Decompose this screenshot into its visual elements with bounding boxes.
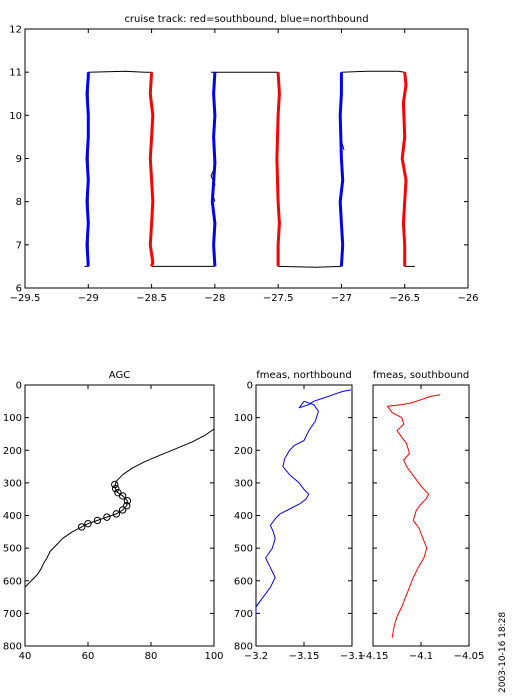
- fmeas_north-series-line: [256, 389, 352, 614]
- track-ytick-label: 10: [9, 111, 22, 122]
- agc-ytick-label: 700: [3, 609, 22, 620]
- track-title: cruise track: red=southbound, blue=north…: [124, 14, 368, 25]
- fmeas_south-title: fmeas, southbound: [373, 370, 470, 381]
- fmeas_south-axes: fmeas, southbound −4.15 −4.1 −4.05: [358, 370, 485, 662]
- agc-ytick-label: 400: [3, 511, 22, 522]
- fmeas_north-ytick-label: 100: [234, 413, 253, 424]
- track-series-line: [278, 265, 342, 268]
- fmeas_south-plot-area: [386, 394, 441, 638]
- track-plot-area: [84, 70, 415, 268]
- agc-marker: [112, 485, 120, 493]
- fmeas_south-xtick-label: −4.1: [409, 651, 433, 662]
- agc-ytick-label: 500: [3, 544, 22, 555]
- track-xtick-label: −26.5: [389, 293, 420, 304]
- fmeas_north-xtick-label: −3.2: [244, 651, 268, 662]
- fmeas_north-ytick-label: 200: [234, 446, 253, 457]
- fmeas_north-ytick-label: 500: [234, 544, 253, 555]
- agc-marker: [78, 523, 86, 531]
- track-xtick-label: −27.5: [263, 293, 294, 304]
- track-series-line: [210, 72, 217, 267]
- agc-ytick-label: 200: [3, 446, 22, 457]
- agc-plot-area: [25, 428, 214, 588]
- fmeas_north-ytick-label: 400: [234, 511, 253, 522]
- agc-marker: [84, 519, 92, 528]
- agc-series-line: [25, 428, 214, 588]
- track-xtick-label: −28: [204, 293, 225, 304]
- track-xtick-label: −29.5: [10, 293, 41, 304]
- timestamp-label: 2003-10-16 18:28: [498, 611, 508, 693]
- track-xtick-label: −29: [78, 293, 99, 304]
- agc-marker: [123, 497, 132, 505]
- agc-xtick-label: 40: [19, 651, 32, 662]
- track-xtick-label: −26: [457, 293, 478, 304]
- fmeas_north-ytick-label: 0: [247, 381, 253, 392]
- agc-marker: [118, 506, 127, 514]
- agc-ytick-label: 800: [3, 642, 22, 653]
- track-series-line: [85, 72, 90, 267]
- agc-axes: AGC 40 60 80 100 0 100 200 300 400 500 600 700 800: [3, 370, 224, 662]
- fmeas_north-axes: fmeas, northbound −3.2 −3.15 −3.1 0 100 200 300…: [234, 370, 364, 662]
- fmeas_north-frame: [255, 384, 353, 647]
- track-series-line: [400, 72, 408, 267]
- fmeas_north-ytick-label: 600: [234, 576, 253, 587]
- agc-ytick-label: 300: [3, 478, 22, 489]
- fmeas_north-plot-area: [256, 389, 352, 614]
- track-ytick-label: 6: [16, 284, 22, 295]
- track-series-line: [341, 70, 405, 73]
- fmeas_south-xtick-label: −4.05: [454, 651, 485, 662]
- track-series-line: [148, 72, 155, 267]
- track-ytick-label: 7: [16, 240, 22, 251]
- track-xtick-label: −28.5: [136, 293, 167, 304]
- agc-xtick-label: 80: [145, 651, 158, 662]
- fmeas_south-series-line: [386, 394, 441, 638]
- track-ytick-label: 8: [16, 197, 22, 208]
- fmeas_north-ytick-label: 800: [234, 642, 253, 653]
- fmeas_north-ytick-label: 300: [234, 478, 253, 489]
- agc-xtick-label: 100: [204, 651, 223, 662]
- agc-marker: [118, 492, 127, 500]
- track-ytick-label: 12: [9, 25, 22, 36]
- agc-marker: [112, 510, 121, 518]
- agc-title: AGC: [109, 370, 130, 381]
- fmeas_south-frame: [372, 384, 470, 647]
- track-axes: cruise track: red=southbound, blue=north…: [9, 14, 478, 304]
- agc-marker: [93, 516, 102, 525]
- track-series-line: [338, 72, 345, 267]
- agc-ytick-label: 600: [3, 576, 22, 587]
- agc-ytick-label: 0: [16, 381, 22, 392]
- agc-marker: [103, 513, 111, 521]
- fmeas_north-title: fmeas, northbound: [256, 370, 351, 381]
- agc-marker: [111, 480, 119, 489]
- track-series-line: [275, 72, 281, 267]
- fmeas_south-xtick-label: −4.15: [358, 651, 389, 662]
- track-ytick-label: 9: [16, 154, 22, 165]
- fmeas_north-xtick-label: −3.15: [289, 651, 320, 662]
- fmeas_north-ytick-label: 700: [234, 609, 253, 620]
- agc-marker: [123, 502, 131, 510]
- agc-ytick-label: 100: [3, 413, 22, 424]
- track-ytick-label: 11: [9, 68, 22, 79]
- agc-xtick-label: 60: [82, 651, 95, 662]
- track-xtick-label: −27: [331, 293, 352, 304]
- fmeas_north-xtick-label: −3.1: [340, 651, 364, 662]
